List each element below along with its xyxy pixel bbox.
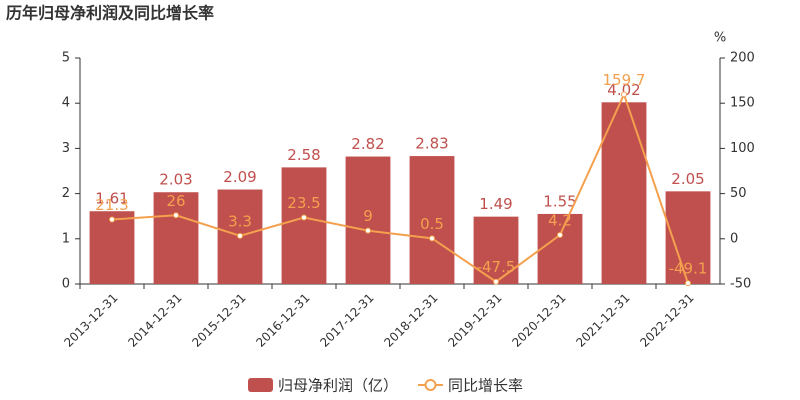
- line-value-label: 21.3: [95, 196, 128, 214]
- legend-label: 同比增长率: [448, 377, 523, 395]
- y-tick-label: 0: [62, 277, 70, 292]
- bar: [409, 156, 455, 284]
- bar-value-label: 1.49: [479, 195, 512, 213]
- line-point: [429, 235, 435, 242]
- x-tick-label: 2013-12-31: [61, 291, 120, 350]
- y2-tick-label: 150: [730, 96, 755, 111]
- bar-value-label: 4.02: [607, 81, 640, 99]
- bar: [537, 213, 583, 284]
- line-point: [685, 280, 691, 287]
- bar-value-label: 2.83: [415, 135, 448, 153]
- line-value-label: 4.2: [548, 212, 572, 230]
- line-point: [301, 214, 307, 221]
- bar: [89, 211, 135, 284]
- x-tick-label: 2022-12-31: [637, 291, 696, 350]
- bar-value-label: 2.03: [159, 171, 192, 189]
- line-point: [365, 227, 371, 234]
- y2-tick-label: 50: [730, 186, 747, 201]
- legend-swatch: [248, 378, 273, 392]
- bar-value-label: 2.05: [671, 170, 704, 188]
- y-tick-label: 4: [62, 96, 70, 111]
- x-tick-label: 2020-12-31: [509, 291, 568, 350]
- line-value-label: 26: [166, 192, 185, 210]
- x-tick-label: 2021-12-31: [573, 291, 632, 350]
- y-tick-label: 3: [62, 141, 70, 156]
- line-point: [109, 216, 115, 223]
- x-tick-label: 2019-12-31: [445, 291, 504, 350]
- bar: [153, 192, 199, 284]
- chart-title: 历年归母净利润及同比增长率: [6, 4, 214, 23]
- y2-tick-label: 0: [730, 231, 738, 246]
- line-value-label: -47.5: [477, 258, 516, 276]
- x-tick-label: 2018-12-31: [381, 291, 440, 350]
- line-value-label: 23.5: [287, 194, 320, 212]
- bar: [281, 167, 327, 284]
- line-point: [557, 232, 563, 239]
- bar-value-label: 1.55: [543, 192, 576, 210]
- bar-value-label: 2.09: [223, 168, 256, 186]
- line-point: [237, 232, 243, 239]
- bar-value-label: 1.61: [95, 190, 128, 208]
- y2-tick-label: -50: [730, 277, 751, 292]
- bar-value-label: 2.58: [287, 146, 320, 164]
- x-tick-label: 2015-12-31: [189, 291, 248, 350]
- y-tick-label: 2: [62, 186, 70, 201]
- y2-axis-label: %: [714, 31, 726, 46]
- bar: [601, 102, 647, 285]
- line-point: [621, 91, 627, 98]
- line: [111, 91, 689, 284]
- x-tick-label: 2017-12-31: [317, 291, 376, 350]
- line-point: [173, 212, 179, 219]
- legend-label: 归母净利润（亿）: [278, 377, 398, 395]
- y2-tick-label: 100: [730, 141, 755, 156]
- bar: [345, 156, 391, 284]
- line-value-label: 0.5: [420, 215, 444, 233]
- legend-swatch-point: [424, 379, 437, 391]
- x-tick-label: 2014-12-31: [125, 291, 184, 350]
- y2-tick-label: 200: [730, 51, 755, 66]
- line-value-label: 9: [363, 207, 373, 225]
- y-tick-label: 5: [62, 51, 70, 66]
- x-tick-label: 2016-12-31: [253, 291, 312, 350]
- line-value-label: 159.7: [603, 71, 646, 89]
- line-value-label: -49.1: [669, 260, 708, 278]
- line-point: [493, 278, 499, 285]
- y-tick-label: 1: [62, 231, 70, 246]
- line-value-label: 3.3: [228, 212, 252, 230]
- bar-value-label: 2.82: [351, 135, 384, 153]
